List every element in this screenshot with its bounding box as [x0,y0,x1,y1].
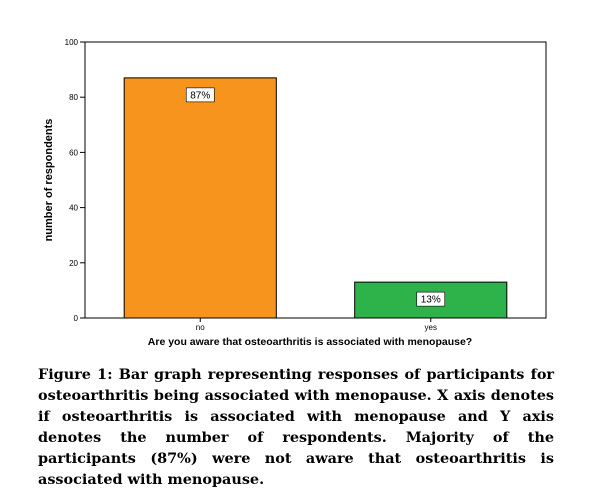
bar-no [123,77,277,319]
y-tick-label: 80 [69,93,78,102]
y-tick-label: 100 [65,38,79,47]
y-tick-label: 40 [69,204,78,213]
x-axis-label: Are you aware that osteoarthritis is ass… [148,336,472,348]
data-label-box [185,87,215,103]
y-tick-label: 0 [74,314,79,323]
y-axis-label: number of respondents [43,119,55,242]
x-tick-label: yes [425,323,437,332]
y-tick-label: 60 [69,148,78,157]
data-label: 13% [421,295,441,306]
data-label: 87% [190,90,210,101]
figure-caption: Figure 1: Bar graph representing respons… [38,366,554,488]
data-label-box [416,291,446,307]
x-tick-label: no [196,323,205,332]
y-tick-label: 20 [69,259,78,268]
bar-chart: 0 20 40 60 80 100 87% 13% no yes number of resp… [43,38,547,348]
